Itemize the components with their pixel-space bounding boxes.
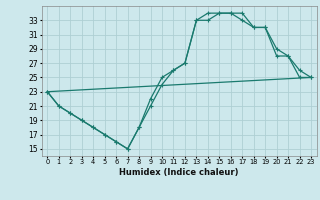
X-axis label: Humidex (Indice chaleur): Humidex (Indice chaleur) (119, 168, 239, 177)
